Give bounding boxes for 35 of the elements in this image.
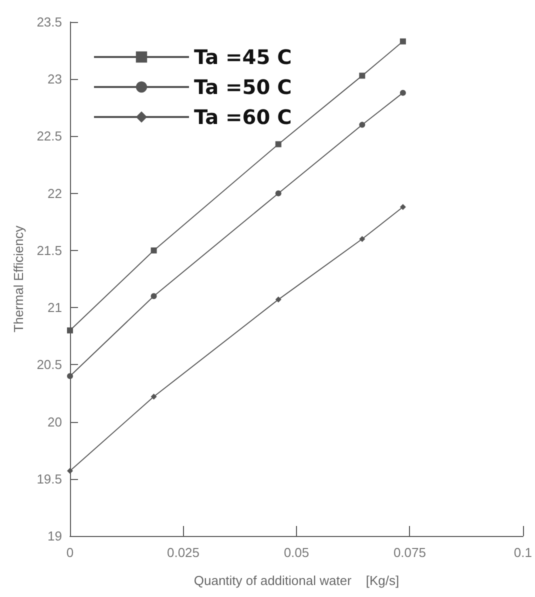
point: [359, 122, 366, 128]
point: [67, 327, 73, 334]
y-tick-label: 19: [48, 528, 62, 544]
x-tick-label: 0.1: [514, 545, 532, 560]
point: [275, 190, 282, 196]
point: [400, 90, 406, 96]
legend-label: Ta =60 C: [194, 105, 292, 129]
point: [150, 394, 157, 400]
y-tick-label: 20.5: [36, 357, 62, 372]
y-tick-label: 22.5: [36, 128, 62, 144]
x-tick-label: 0.075: [393, 545, 426, 560]
y-axis-title: Thermal Efficiency: [11, 225, 26, 332]
x-tick-label: 0: [66, 545, 74, 560]
point: [400, 38, 406, 44]
legend-label: Ta =50 C: [194, 75, 292, 99]
y-tick-label: 20: [48, 414, 62, 430]
legend-label: Ta =45 C: [194, 45, 292, 69]
y-tick-label: 22: [48, 186, 62, 201]
x-axis-title: Quantity of additional water [Kg/s]: [194, 573, 400, 588]
point: [359, 236, 366, 242]
x-tick-label: 0.025: [166, 545, 200, 560]
point: [150, 293, 157, 300]
point: [67, 373, 73, 380]
point: [275, 296, 282, 303]
y-tick-label: 21: [48, 300, 62, 316]
y-tick-label: 23.5: [36, 14, 62, 30]
y-tick-label: 19.5: [36, 471, 62, 486]
point: [67, 468, 73, 474]
point: [400, 204, 406, 210]
y-tick-label: 23: [48, 72, 62, 87]
x-tick-label: 0.05: [284, 545, 310, 560]
point: [150, 247, 157, 254]
point: [275, 141, 282, 148]
y-tick-label: 21.5: [36, 242, 62, 258]
point: [359, 72, 366, 79]
